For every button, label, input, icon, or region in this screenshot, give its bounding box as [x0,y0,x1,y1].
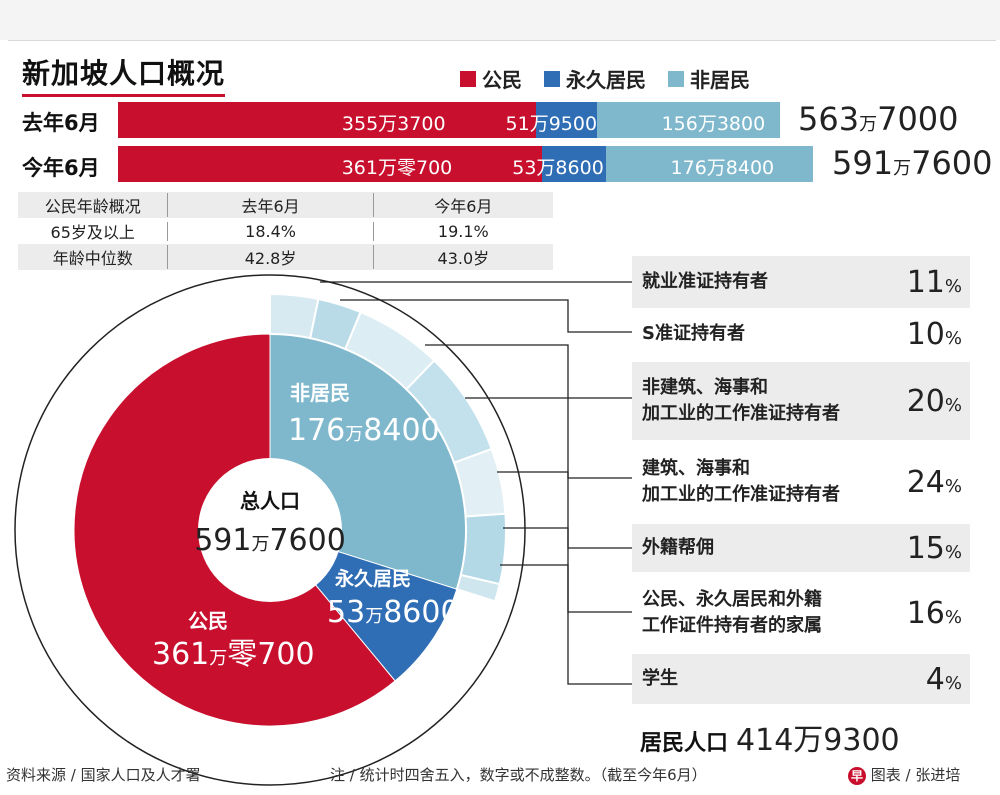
legend-swatch [668,70,684,87]
bar-segment-label: 53万8600 [512,157,604,179]
table-header: 公民年龄概况 [44,197,141,216]
table-header: 今年6月 [372,193,553,217]
legend-label: 非居民 [690,68,750,92]
breakdown-row: 学生 4% [632,654,970,704]
bar-total-last-year: 563万7000 [798,100,959,138]
bar-segment-label: 361万零700 [341,157,453,179]
breakdown-label: 公民、永久居民和外籍 工作证件持有者的家属 [642,589,822,636]
breakdown-row: 就业准证持有者 11% [632,256,970,308]
footnote: 注 / 统计时四舍五入，数字或不成整数。（截至今年6月） [330,766,707,784]
bar-segment-label: 355万3700 [341,113,446,135]
resident-value: 414万9300 [736,723,900,758]
source-note: 资料来源 / 国家人口及人才署 [6,766,201,784]
legend-item-citizen: 公民 [460,64,522,93]
breakdown-row: 公民、永久居民和外籍 工作证件持有者的家属 16% [632,576,970,650]
bar-segment-label: 51万9500 [505,113,598,135]
breakdown-label: S准证持有者 [642,323,745,344]
bar-segment-pr: 51万9500 [506,102,597,138]
table-cell: 43.0岁 [372,245,553,269]
credit: 早 图表 / 张进培 [848,764,960,785]
breakdown-percent: 10% [906,316,962,352]
breakdown-row: 外籍帮佣 15% [632,524,970,572]
stacked-bar-last-year: 355万3700 51万9500 156万3800 [118,102,781,138]
breakdown-percent: 4% [925,661,962,697]
legend-label: 公民 [482,68,522,92]
age-table: 公民年龄概况 去年6月 今年6月 65岁及以上 18.4% 19.1% 年龄中位… [18,192,553,270]
breakdown-percent: 15% [906,530,962,566]
breakdown-label: 非建筑、海事和 加工业的工作准证持有者 [642,377,840,424]
bar-row-label: 今年6月 [22,156,100,180]
table-cell: 年龄中位数 [52,249,133,268]
breakdown-percent: 20% [906,383,962,419]
stacked-bar-this-year: 361万零700 53万8600 176万8400 [118,146,814,182]
table-header-row: 公民年龄概况 去年6月 今年6月 [18,192,553,218]
legend-swatch [544,70,560,87]
legend: 公民 永久居民 非居民 [460,64,750,93]
top-strip [0,0,1000,40]
bar-segment-nonresident: 156万3800 [596,102,781,138]
table-cell: 42.8岁 [167,245,372,269]
resident-label: 居民人口 [640,731,729,756]
legend-label: 永久居民 [566,68,646,92]
breakdown-label: 外籍帮佣 [642,537,714,558]
breakdown-row: 非建筑、海事和 加工业的工作准证持有者 20% [632,362,970,440]
legend-swatch [460,70,476,87]
bar-segment-label: 176万8400 [670,157,775,179]
breakdown-percent: 16% [906,595,962,631]
breakdown-label: 就业准证持有者 [642,271,768,292]
breakdown-percent: 11% [906,264,962,300]
table-cell: 19.1% [372,221,553,241]
bar-segment-label: 156万3800 [661,113,766,135]
bar-segment-citizen: 361万零700 [118,146,543,182]
newspaper-logo-icon: 早 [848,767,866,785]
table-cell: 65岁及以上 [50,223,135,242]
breakdown-label: 学生 [642,668,678,689]
resident-population: 居民人口 414万9300 [640,715,900,759]
table-row: 65岁及以上 18.4% 19.1% [18,218,553,244]
breakdown-row: S准证持有者 10% [632,310,970,358]
bar-row-label: 去年6月 [22,111,100,135]
legend-item-pr: 永久居民 [544,64,646,93]
bar-segment-nonresident: 176万8400 [605,146,814,182]
table-header: 去年6月 [167,193,372,217]
table-row: 年龄中位数 42.8岁 43.0岁 [18,244,553,270]
breakdown-percent: 24% [906,464,962,500]
breakdown-row: 建筑、海事和 加工业的工作准证持有者 24% [632,444,970,520]
bar-total-this-year: 591万7600 [832,144,993,182]
page-title: 新加坡人口概况 [22,52,226,97]
bar-segment-citizen: 355万3700 [118,102,536,138]
bar-segment-pr: 53万8600 [512,146,606,182]
table-cell: 18.4% [167,221,372,241]
breakdown-label: 建筑、海事和 加工业的工作准证持有者 [642,458,840,505]
legend-item-nonresident: 非居民 [668,64,750,93]
